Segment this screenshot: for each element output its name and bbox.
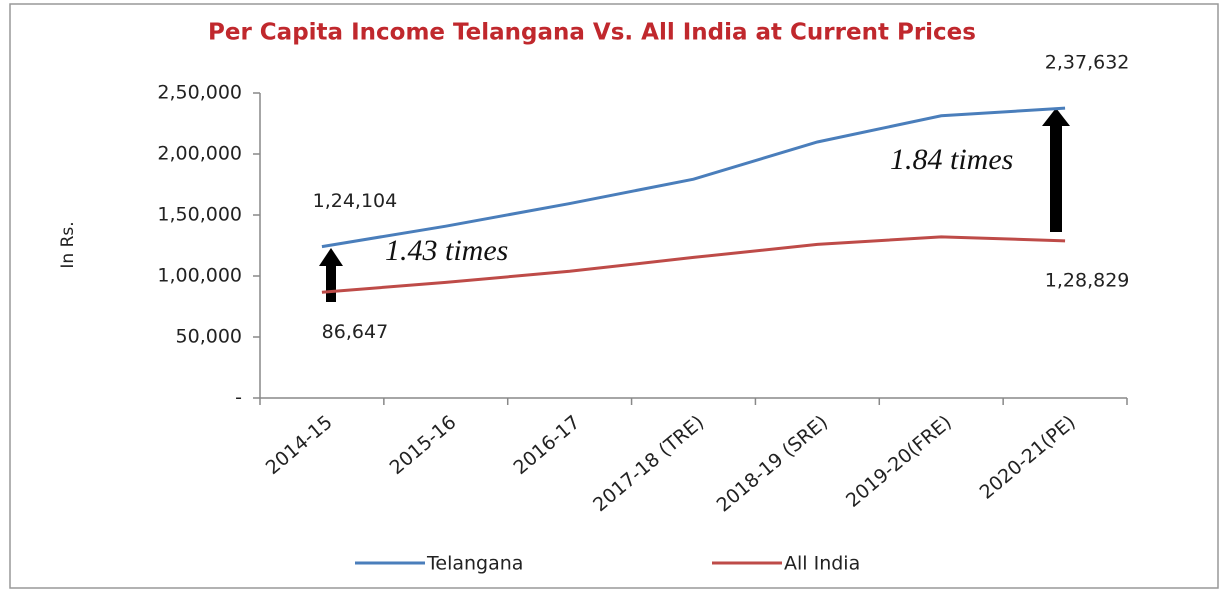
data-label: 86,647 xyxy=(322,321,388,343)
y-tick-label: - xyxy=(235,387,242,409)
legend-label: Telangana xyxy=(426,553,523,575)
annotation: 1.84 times xyxy=(890,143,1013,176)
data-label: 2,37,632 xyxy=(1045,52,1130,74)
line xyxy=(321,235,1066,294)
data-label: 1,28,829 xyxy=(1045,269,1130,291)
data-label: 1,24,104 xyxy=(313,190,398,212)
y-tick-label: 1,00,000 xyxy=(157,265,242,287)
arrow xyxy=(1042,108,1070,232)
arrow xyxy=(319,248,343,302)
line xyxy=(321,106,1066,249)
y-tick-label: 50,000 xyxy=(176,326,242,348)
legend-label: All India xyxy=(784,553,860,575)
y-tick-label: 1,50,000 xyxy=(157,204,242,226)
chart-title: Per Capita Income Telangana Vs. All Indi… xyxy=(208,20,976,46)
annotation: 1.43 times xyxy=(385,234,508,267)
y-tick-label: 2,00,000 xyxy=(157,143,242,165)
y-axis-label: In Rs. xyxy=(58,221,78,268)
y-tick-label: 2,50,000 xyxy=(157,82,242,104)
chart-border xyxy=(9,3,1219,589)
